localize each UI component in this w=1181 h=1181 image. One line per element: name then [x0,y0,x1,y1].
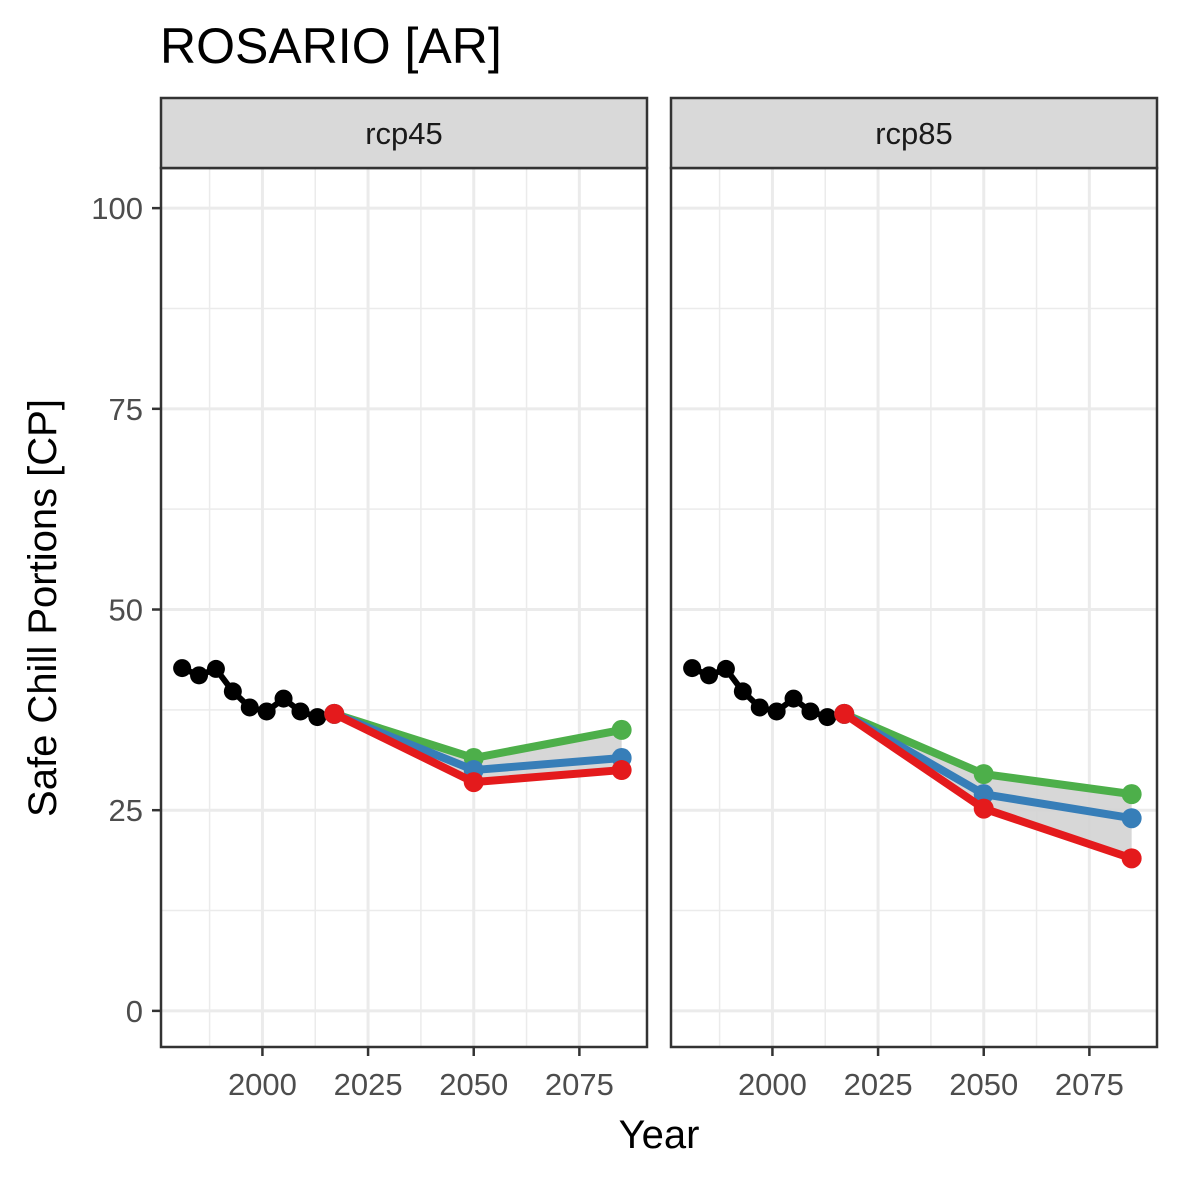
series-point-low [1121,848,1142,869]
panel-border [669,166,1159,1049]
series-point-high [973,764,994,785]
historic-point [308,708,327,727]
x-tick-label: 2050 [949,1067,1018,1102]
x-tick-label: 2025 [334,1067,403,1102]
x-tick-label: 2000 [228,1067,297,1102]
historic-point [274,689,293,708]
y-tick-label: 0 [126,994,143,1029]
series-point-median [973,784,994,805]
y-tick-label: 100 [91,191,143,226]
facet-strip-label: rcp45 [365,116,443,151]
historic-point [173,659,192,678]
historic-point [733,682,752,701]
historic-point [700,666,719,685]
series-point-high [1121,784,1142,805]
historic-point [223,682,242,701]
y-axis-title: Safe Chill Portions [CP] [21,399,65,817]
historic-point [240,698,259,717]
historic-point [683,659,702,678]
x-tick-label: 2075 [1055,1067,1124,1102]
x-tick-label: 2050 [439,1067,508,1102]
panel-border [159,166,649,1049]
x-axis-title: Year [619,1113,700,1157]
facet-panels: rcp45 2000 2025 2050 2075 0 25 50 75 100 rcp85 2000… [91,96,1159,1102]
series-point-low [834,703,855,724]
chart-title: ROSARIO [AR] [160,18,502,74]
facet-strip-label: rcp85 [875,116,953,151]
panel-rcp45: rcp45 2000 2025 2050 2075 0 25 50 75 100 [91,96,649,1102]
facet-strip [669,96,1159,170]
historic-point [818,708,837,727]
series-point-low [611,760,632,781]
historic-point [750,698,769,717]
x-tick-label: 2025 [844,1067,913,1102]
panel-rcp85: rcp85 2000 2025 2050 2075 [669,96,1159,1102]
series-point-low [324,703,345,724]
x-tick-label: 2000 [738,1067,807,1102]
historic-point [801,702,820,721]
y-tick-label: 25 [109,793,143,828]
series-point-high [611,719,632,740]
historic-point [716,659,735,678]
x-tick-label: 2075 [545,1067,614,1102]
y-tick-label: 75 [109,392,143,427]
historic-point [784,689,803,708]
historic-point [206,659,225,678]
series-point-low [973,798,994,819]
historic-point [291,702,310,721]
series-point-low [463,772,484,793]
historic-point [767,702,786,721]
series-point-median [1121,808,1142,829]
facet-strip [159,96,649,170]
historic-point [190,666,209,685]
y-tick-label: 50 [109,593,143,628]
historic-point [257,702,276,721]
